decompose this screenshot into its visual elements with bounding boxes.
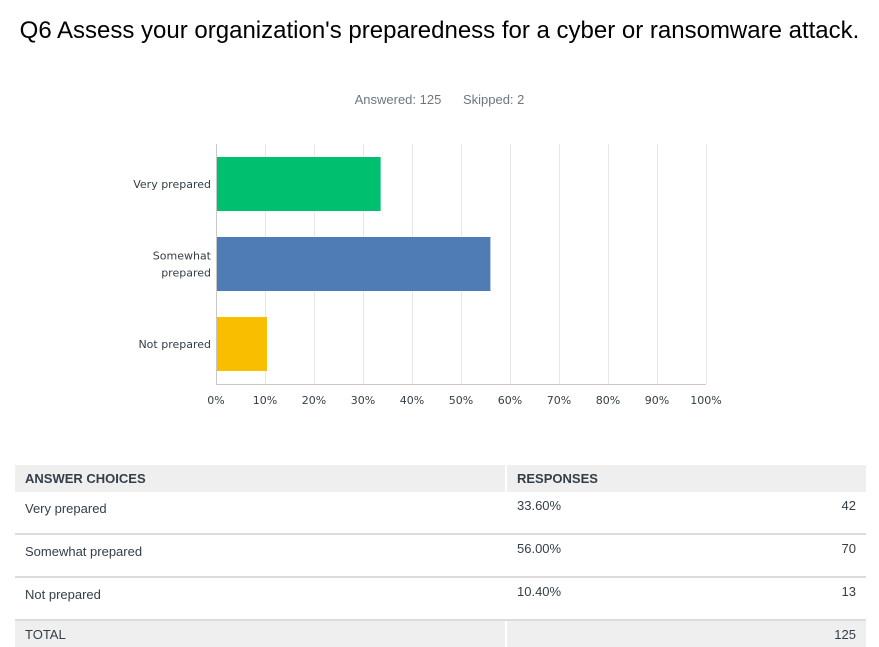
x-axis-ticks: 0% 10% 20% 30% 40% 50% 60% 70% 80% 90% 100% bbox=[207, 394, 721, 407]
bar-chart: Very prepared Somewhat prepared Not prepare… bbox=[133, 144, 722, 407]
header-answer-choices: ANSWER CHOICES bbox=[15, 465, 506, 492]
question-title: Q6 Assess your organization's preparedne… bbox=[19, 17, 860, 44]
response-percent: 10.40% bbox=[504, 577, 726, 621]
x-tick-label: 0% bbox=[207, 394, 224, 407]
response-percent: 56.00% bbox=[504, 534, 726, 578]
table-row: Very prepared 33.60% 42 bbox=[15, 492, 866, 535]
answered-count: Answered: 125 bbox=[354, 92, 442, 107]
response-stats: Answered: 125 Skipped: 2 bbox=[0, 92, 879, 107]
x-tick-label: 90% bbox=[645, 394, 669, 407]
total-label: TOTAL bbox=[15, 620, 506, 647]
x-tick-label: 20% bbox=[302, 394, 326, 407]
response-percent: 33.60% bbox=[504, 492, 726, 535]
category-label: Very prepared bbox=[133, 178, 211, 191]
response-count: 42 bbox=[725, 492, 866, 535]
x-tick-label: 70% bbox=[547, 394, 571, 407]
x-tick-label: 60% bbox=[498, 394, 522, 407]
response-count: 70 bbox=[725, 534, 866, 578]
category-label: Somewhat bbox=[153, 250, 212, 263]
answer-choice: Not prepared bbox=[15, 577, 506, 621]
x-tick-label: 40% bbox=[400, 394, 424, 407]
x-tick-label: 100% bbox=[690, 394, 721, 407]
category-label: Not prepared bbox=[138, 338, 211, 351]
bar bbox=[217, 237, 491, 291]
x-tick-label: 50% bbox=[449, 394, 473, 407]
x-tick-label: 10% bbox=[253, 394, 277, 407]
skipped-count: Skipped: 2 bbox=[462, 92, 525, 107]
total-count: 125 bbox=[725, 620, 866, 647]
header-responses: RESPONSES bbox=[505, 465, 866, 492]
total-row: TOTAL 125 bbox=[15, 620, 866, 647]
table-row: Not prepared 10.40% 13 bbox=[15, 577, 866, 621]
response-count: 13 bbox=[725, 577, 866, 621]
answer-choice: Very prepared bbox=[15, 492, 506, 535]
category-label: prepared bbox=[161, 267, 211, 280]
responses-table: ANSWER CHOICES RESPONSES Very prepared 3… bbox=[15, 465, 866, 647]
table-row: Somewhat prepared 56.00% 70 bbox=[15, 534, 866, 578]
answer-choice: Somewhat prepared bbox=[15, 534, 506, 578]
bar bbox=[217, 317, 267, 371]
chart-bars bbox=[217, 157, 491, 371]
category-labels: Very prepared Somewhat prepared Not prepare… bbox=[133, 178, 211, 351]
x-tick-label: 30% bbox=[351, 394, 375, 407]
x-tick-label: 80% bbox=[596, 394, 620, 407]
total-percent-cell bbox=[504, 620, 726, 647]
bar bbox=[217, 157, 381, 211]
